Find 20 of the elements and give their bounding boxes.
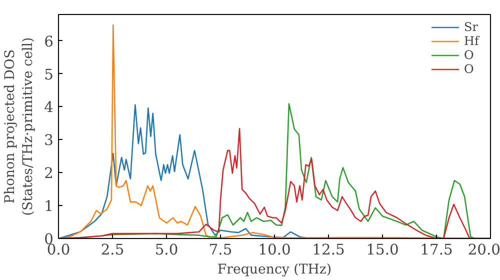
x-tick-label: 12.5 <box>312 242 345 258</box>
x-tick-label: 5.0 <box>154 242 178 258</box>
x-tick-label: 7.5 <box>208 242 232 258</box>
x-axis-title: Frequency (THz) <box>217 262 332 278</box>
y-tick-label: 1 <box>44 198 54 216</box>
legend-label: Sr <box>464 20 479 34</box>
y-tick-label: 4 <box>44 99 54 116</box>
y-tick-label: 5 <box>44 66 54 84</box>
x-tick-label: 20.0 <box>468 242 500 258</box>
x-tick-label: 17.5 <box>420 242 453 258</box>
legend-label: Hf <box>464 34 481 48</box>
y-tick-label: 6 <box>44 33 54 50</box>
x-tick-label: 15.0 <box>366 242 399 258</box>
y-tick-label: 3 <box>44 132 54 150</box>
y-axis-title: Phonon projected DOS (States/THz·primitive cell) <box>3 37 36 216</box>
x-tick-label: 2.5 <box>100 242 124 258</box>
y-tick-label: 2 <box>44 165 54 182</box>
x-tick-label: 10.0 <box>258 242 291 258</box>
legend-label: O <box>464 48 475 62</box>
legend-label: O <box>464 62 475 76</box>
